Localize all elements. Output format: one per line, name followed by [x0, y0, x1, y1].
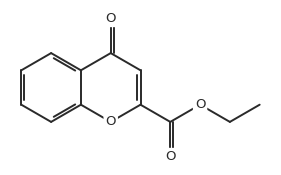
Text: O: O: [105, 115, 116, 128]
Text: O: O: [165, 150, 176, 163]
Text: O: O: [195, 98, 205, 111]
Text: O: O: [105, 12, 116, 25]
